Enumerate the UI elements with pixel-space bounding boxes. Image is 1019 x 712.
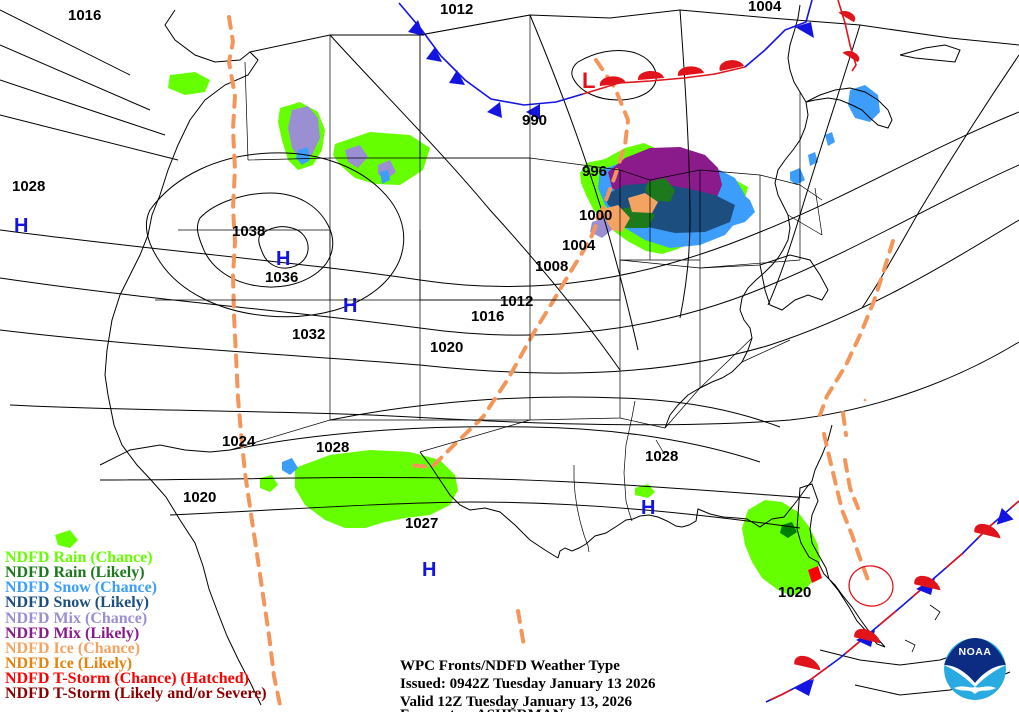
svg-text:1028: 1028	[316, 439, 349, 456]
svg-text:H: H	[343, 295, 357, 317]
svg-text:1004: 1004	[748, 0, 782, 15]
svg-text:1028: 1028	[645, 448, 678, 465]
svg-text:1004: 1004	[562, 237, 596, 254]
svg-text:Forecaster: ASHERMAN: Forecaster: ASHERMAN	[400, 707, 564, 712]
svg-text:NDFD T-Storm (Likely and/or Se: NDFD T-Storm (Likely and/or Severe)	[5, 685, 267, 702]
svg-text:NDFD Snow (Likely): NDFD Snow (Likely)	[5, 594, 149, 611]
svg-text:H: H	[276, 248, 290, 270]
svg-text:NOAA: NOAA	[959, 646, 992, 658]
svg-text:1016: 1016	[471, 308, 504, 325]
svg-text:1012: 1012	[500, 293, 533, 310]
svg-text:L: L	[582, 68, 595, 93]
svg-text:1032: 1032	[292, 326, 325, 343]
svg-text:H: H	[641, 497, 655, 519]
svg-text:1027: 1027	[405, 515, 438, 532]
svg-text:1012: 1012	[440, 1, 473, 18]
svg-text:1036: 1036	[265, 269, 298, 286]
svg-text:WPC Fronts/NDFD Weather Type: WPC Fronts/NDFD Weather Type	[400, 658, 620, 674]
svg-text:1016: 1016	[68, 7, 101, 24]
svg-text:Issued: 0942Z Tuesday January: Issued: 0942Z Tuesday January 13 2026	[400, 676, 656, 692]
svg-text:1020: 1020	[778, 584, 811, 601]
svg-text:1000: 1000	[579, 207, 612, 224]
svg-text:H: H	[422, 559, 436, 581]
svg-text:990: 990	[522, 112, 547, 129]
svg-text:1028: 1028	[12, 178, 45, 195]
svg-text:1038: 1038	[232, 223, 265, 240]
svg-text:1020: 1020	[183, 489, 216, 506]
svg-text:1020: 1020	[430, 339, 463, 356]
svg-text:H: H	[14, 215, 28, 237]
svg-text:1008: 1008	[535, 258, 568, 275]
